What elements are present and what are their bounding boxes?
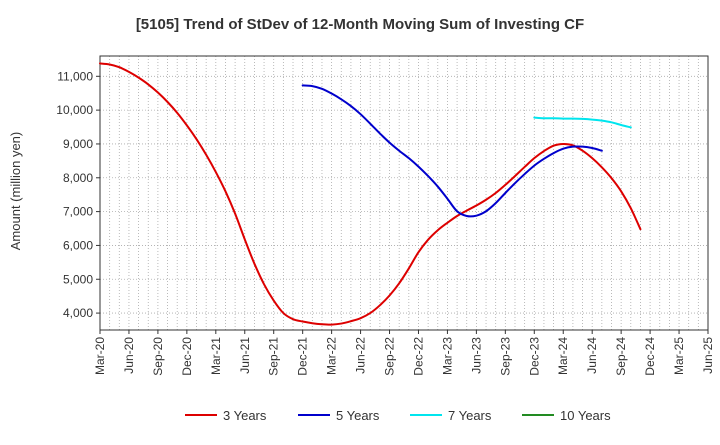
y-tick-label: 8,000 <box>63 171 93 185</box>
y-ticks: 4,000 5,000 6,000 7,000 8,000 9,000 10,000 11,0… <box>56 69 100 320</box>
x-tick-label: Dec-20 <box>180 337 194 376</box>
x-tick-label: Mar-25 <box>672 337 686 375</box>
legend-label: 7 Years <box>448 408 492 423</box>
series-line-1 <box>99 62 642 326</box>
x-tick-label: Mar-24 <box>556 337 570 375</box>
x-tick-label: Dec-23 <box>527 337 541 376</box>
series-line-2 <box>301 84 603 218</box>
x-tick-label: Sep-21 <box>267 337 281 376</box>
x-tick-label: Jun-22 <box>354 337 368 374</box>
legend: 3 Years 5 Years 7 Years 10 Years <box>185 408 611 423</box>
x-tick-label: Jun-21 <box>238 337 252 374</box>
y-tick-label: 6,000 <box>63 238 93 252</box>
series-line-3 <box>533 116 632 129</box>
x-ticks: Mar-20 Jun-20 Sep-20 Dec-20 Mar-21 Jun-21 Sep-… <box>93 330 715 376</box>
x-tick-label: Sep-24 <box>614 337 628 376</box>
y-axis-label: Amount (million yen) <box>8 132 23 251</box>
x-tick-label: Sep-23 <box>498 337 512 376</box>
chart-title: [5105] Trend of StDev of 12-Month Moving… <box>136 16 584 33</box>
y-tick-label: 7,000 <box>63 205 93 219</box>
x-tick-label: Sep-22 <box>383 337 397 376</box>
x-tick-label: Dec-21 <box>296 337 310 376</box>
x-tick-label: Mar-21 <box>209 337 223 375</box>
x-tick-label: Mar-23 <box>440 337 454 375</box>
y-tick-label: 10,000 <box>56 103 93 117</box>
legend-label: 10 Years <box>560 408 611 423</box>
y-tick-label: 4,000 <box>63 306 93 320</box>
x-tick-label: Mar-22 <box>325 337 339 375</box>
y-tick-label: 5,000 <box>63 272 93 286</box>
y-tick-label: 9,000 <box>63 137 93 151</box>
plot-area <box>99 55 709 331</box>
x-tick-label: Sep-20 <box>151 337 165 376</box>
legend-label: 3 Years <box>223 408 267 423</box>
x-tick-label: Dec-22 <box>411 337 425 376</box>
x-tick-label: Jun-20 <box>122 337 136 374</box>
x-tick-label: Dec-24 <box>643 337 657 376</box>
y-tick-label: 11,000 <box>57 69 93 83</box>
x-tick-label: Jun-23 <box>469 337 483 374</box>
x-tick-label: Jun-25 <box>701 337 715 374</box>
grid-layer <box>100 56 708 330</box>
series-layer <box>99 62 642 326</box>
x-tick-label: Mar-20 <box>93 337 107 375</box>
x-tick-label: Jun-24 <box>585 337 599 374</box>
legend-label: 5 Years <box>336 408 380 423</box>
